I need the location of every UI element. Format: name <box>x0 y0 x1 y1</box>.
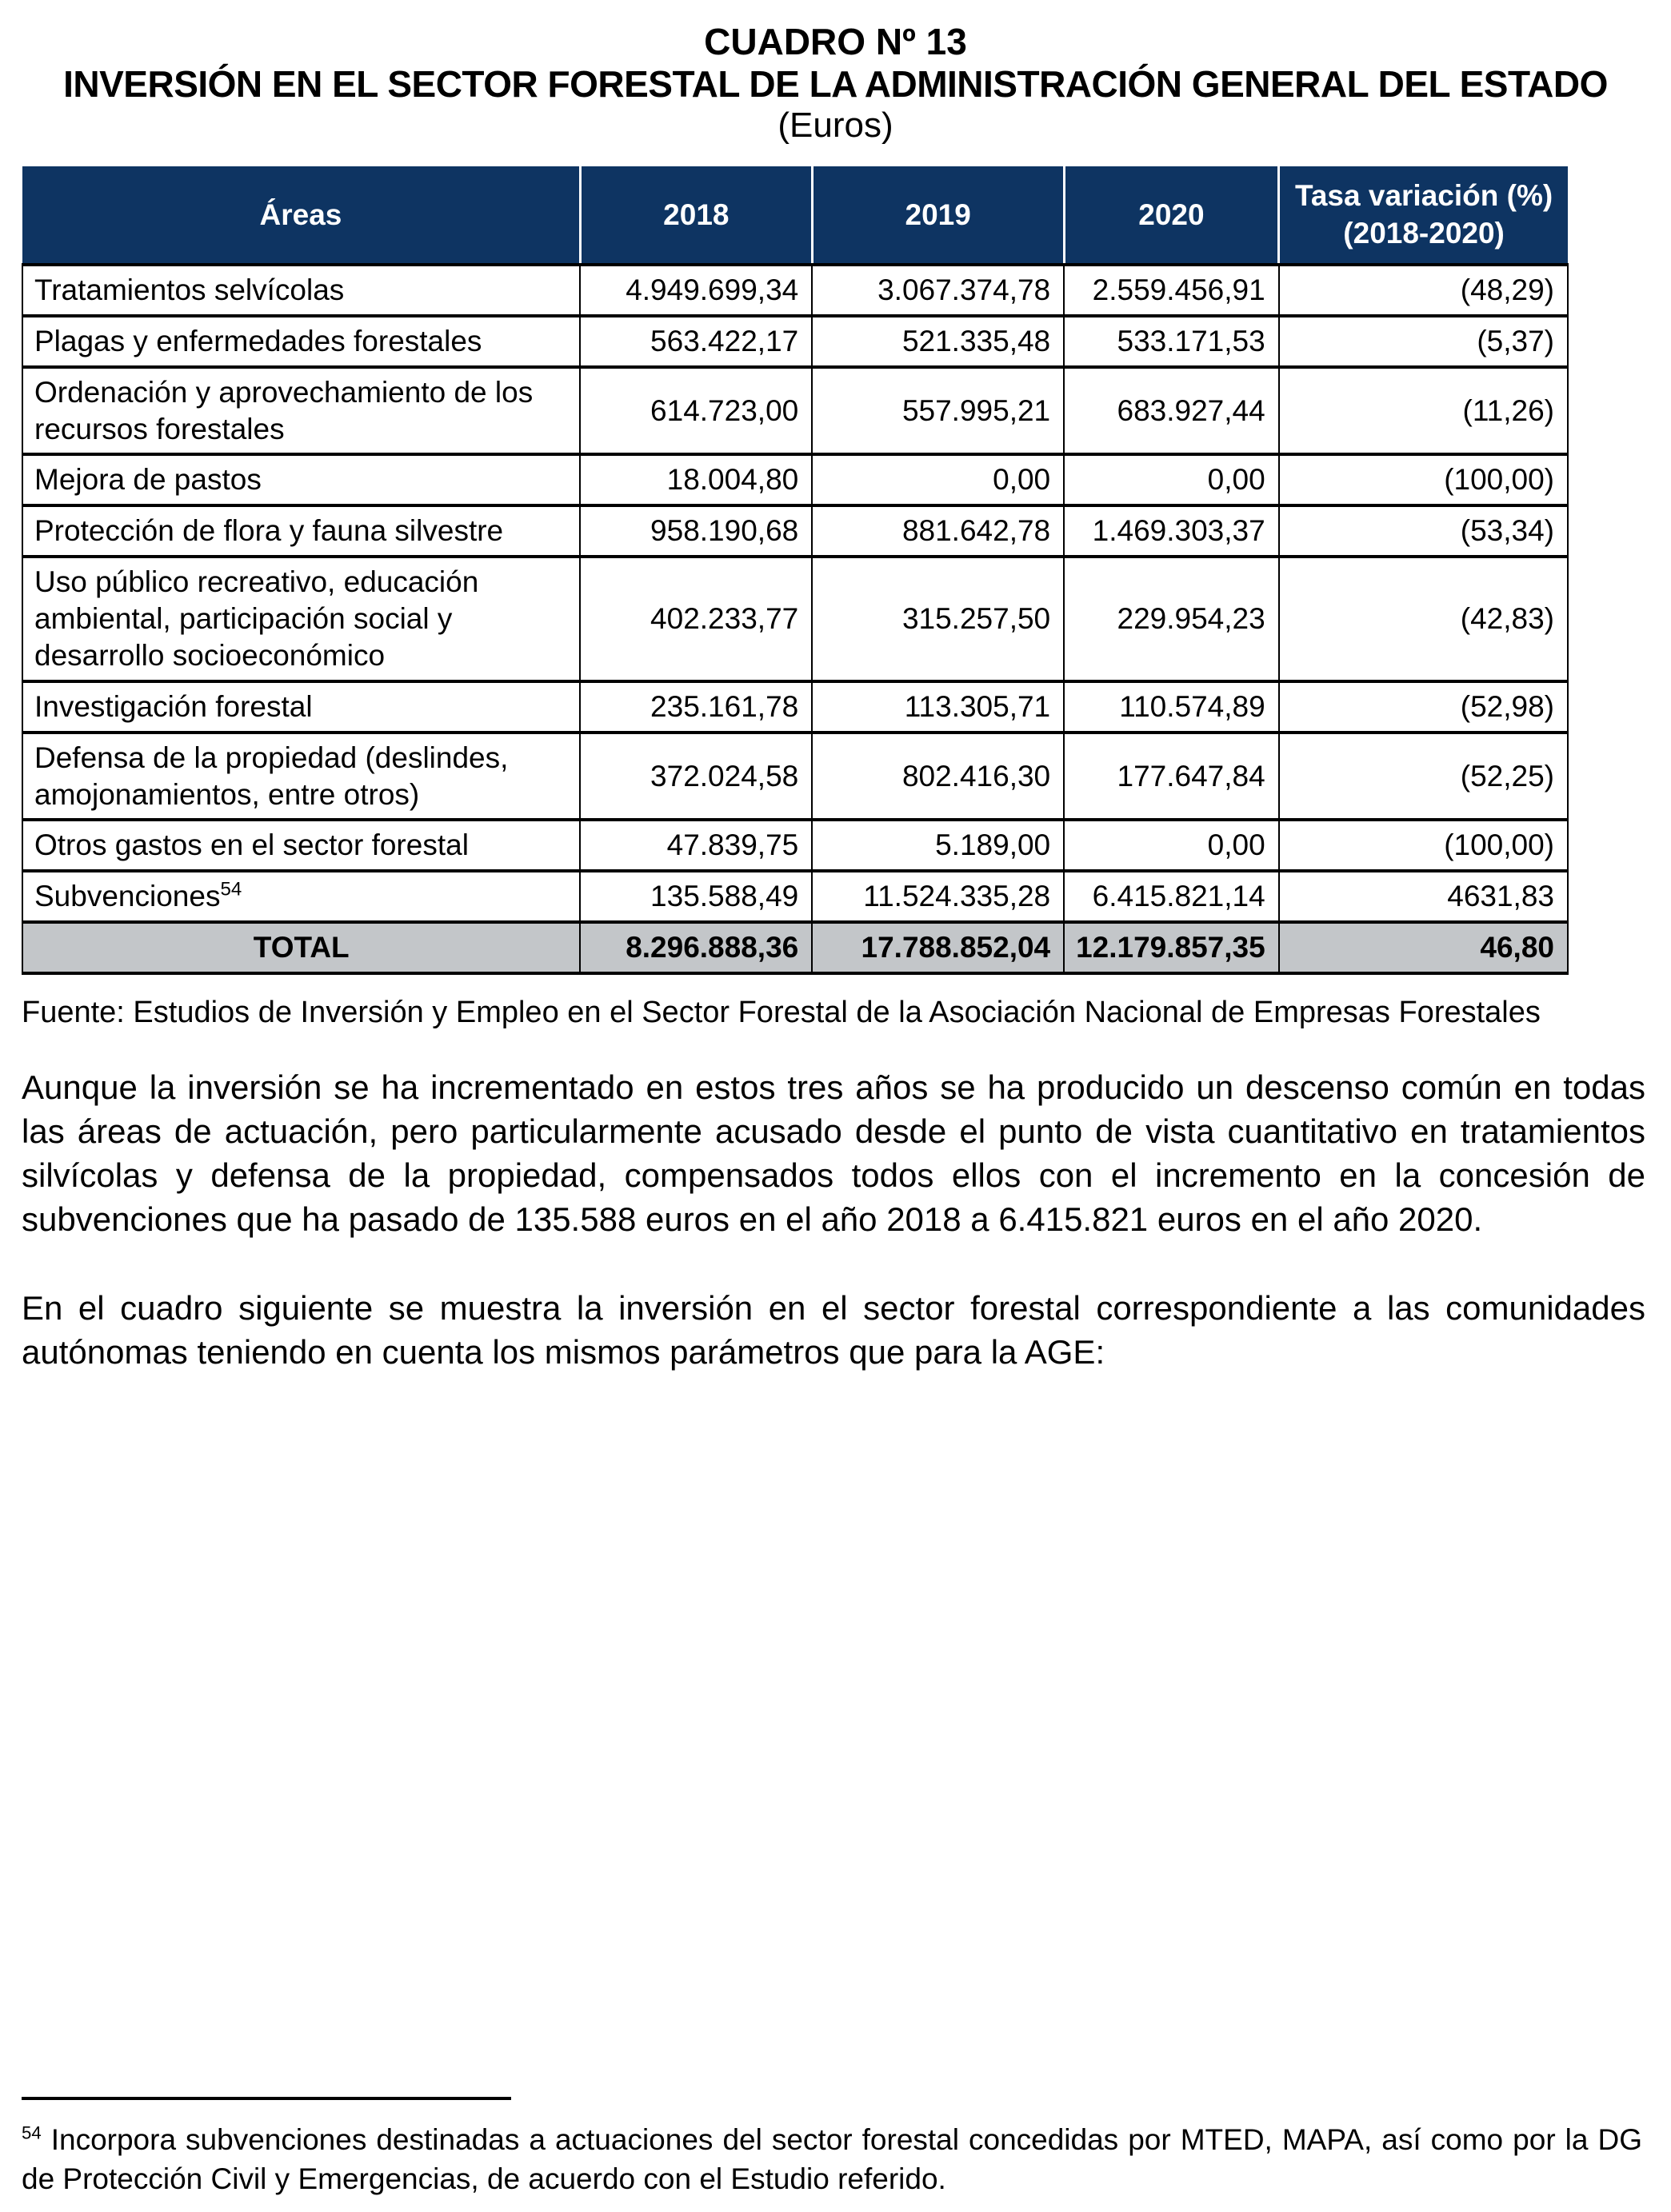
tasa-cell: (52,98) <box>1277 679 1569 734</box>
area-cell: Uso público recreativo, educación ambien… <box>21 555 582 683</box>
investment-table-wrapper: Áreas 2018 2019 2020 Tasa variación (%) … <box>21 166 1671 975</box>
value-2018-cell: 235.161,78 <box>579 679 814 734</box>
tasa-cell: (52,25) <box>1277 730 1569 822</box>
value-2019-cell: 802.416,30 <box>811 730 1065 822</box>
header-tasa-line1: Tasa variación (%) <box>1295 179 1553 213</box>
tasa-cell: (11,26) <box>1277 365 1569 457</box>
total-label-cell: TOTAL <box>21 920 582 975</box>
table-row: Mejora de pastos 18.004,80 0,00 0,00 (10… <box>21 453 1569 508</box>
table-row: Investigación forestal 235.161,78 113.30… <box>21 679 1569 734</box>
tasa-cell: (100,00) <box>1277 453 1569 508</box>
footnote-separator <box>22 2097 511 2101</box>
area-cell: Ordenación y aprovechamiento de los recu… <box>21 365 582 457</box>
value-2018-cell: 614.723,00 <box>579 365 814 457</box>
header-tasa-line2: (2018-2020) <box>1343 216 1505 250</box>
table-body: Tratamientos selvícolas 4.949.699,34 3.0… <box>21 262 1569 975</box>
value-2020-cell: 533.171,53 <box>1063 313 1280 369</box>
table-row: Otros gastos en el sector forestal 47.83… <box>21 818 1569 873</box>
title-block: CUADRO Nº 13 INVERSIÓN EN EL SECTOR FORE… <box>0 0 1671 146</box>
value-2018-cell: 372.024,58 <box>579 730 814 822</box>
table-row: Plagas y enfermedades forestales 563.422… <box>21 313 1569 369</box>
footnote-block: 54 Incorpora subvenciones destinadas a a… <box>22 2097 1642 2199</box>
value-2020-cell: 683.927,44 <box>1063 365 1280 457</box>
area-cell: Mejora de pastos <box>21 453 582 508</box>
area-cell: Tratamientos selvícolas <box>21 262 582 317</box>
total-tasa-cell: 46,80 <box>1277 920 1569 975</box>
value-2018-cell: 958.190,68 <box>579 504 814 559</box>
value-2019-cell: 11.524.335,28 <box>811 869 1065 924</box>
value-2019-cell: 315.257,50 <box>811 555 1065 683</box>
area-cell: Subvenciones54 <box>21 869 582 924</box>
table-row: Defensa de la propiedad (deslindes, amoj… <box>21 730 1569 822</box>
table-row: Tratamientos selvícolas 4.949.699,34 3.0… <box>21 262 1569 317</box>
value-2019-cell: 0,00 <box>811 453 1065 508</box>
area-cell: Protección de flora y fauna silvestre <box>21 504 582 559</box>
table-source-note: Fuente: Estudios de Inversión y Empleo e… <box>22 996 1541 1029</box>
value-2019-cell: 881.642,78 <box>811 504 1065 559</box>
header-2018: 2018 <box>578 166 814 265</box>
footnote-marker: 54 <box>22 2123 42 2144</box>
table-header: Áreas 2018 2019 2020 Tasa variación (%) … <box>22 166 1568 265</box>
total-2019-cell: 17.788.852,04 <box>811 920 1065 975</box>
value-2018-cell: 47.839,75 <box>579 818 814 873</box>
footnote-reference-54: 54 <box>220 878 242 900</box>
value-2020-cell: 1.469.303,37 <box>1063 504 1280 559</box>
value-2018-cell: 402.233,77 <box>579 555 814 683</box>
total-2020-cell: 12.179.857,35 <box>1063 920 1280 975</box>
paragraph-next-table-intro: En el cuadro siguiente se muestra la inv… <box>22 1289 1645 1372</box>
investment-table: Áreas 2018 2019 2020 Tasa variación (%) … <box>21 166 1569 975</box>
tasa-cell: (100,00) <box>1277 818 1569 873</box>
tasa-cell: (48,29) <box>1277 262 1569 317</box>
value-2020-cell: 0,00 <box>1063 818 1280 873</box>
table-row: Uso público recreativo, educación ambien… <box>21 555 1569 683</box>
tasa-cell: (5,37) <box>1277 313 1569 369</box>
body-text: Aunque la inversión se ha incrementado e… <box>22 1065 1645 1374</box>
area-cell: Plagas y enfermedades forestales <box>21 313 582 369</box>
value-2018-cell: 18.004,80 <box>579 453 814 508</box>
header-areas: Áreas <box>22 166 582 265</box>
area-cell: Investigación forestal <box>21 679 582 734</box>
area-label: Subvenciones <box>34 880 221 913</box>
value-2019-cell: 3.067.374,78 <box>811 262 1065 317</box>
value-2018-cell: 4.949.699,34 <box>579 262 814 317</box>
total-row: TOTAL 8.296.888,36 17.788.852,04 12.179.… <box>21 920 1569 975</box>
value-2019-cell: 557.995,21 <box>811 365 1065 457</box>
tasa-cell: 4631,83 <box>1277 869 1569 924</box>
header-tasa-variacion: Tasa variación (%) (2018-2020) <box>1277 166 1568 265</box>
footnote-content: Incorpora subvenciones destinadas a actu… <box>22 2123 1642 2196</box>
header-row: Áreas 2018 2019 2020 Tasa variación (%) … <box>22 166 1568 265</box>
header-2019: 2019 <box>810 166 1065 265</box>
value-2018-cell: 563.422,17 <box>579 313 814 369</box>
value-2019-cell: 5.189,00 <box>811 818 1065 873</box>
value-2019-cell: 113.305,71 <box>811 679 1065 734</box>
table-row-subvenciones: Subvenciones54 135.588,49 11.524.335,28 … <box>21 869 1569 924</box>
table-main-title: INVERSIÓN EN EL SECTOR FORESTAL DE LA AD… <box>63 62 1608 105</box>
area-cell: Defensa de la propiedad (deslindes, amoj… <box>21 730 582 822</box>
value-2019-cell: 521.335,48 <box>811 313 1065 369</box>
tasa-cell: (42,83) <box>1277 555 1569 683</box>
value-2020-cell: 110.574,89 <box>1063 679 1280 734</box>
value-2020-cell: 177.647,84 <box>1063 730 1280 822</box>
footnote-54: 54 Incorpora subvenciones destinadas a a… <box>22 2121 1642 2199</box>
table-row: Ordenación y aprovechamiento de los recu… <box>21 365 1569 457</box>
value-2020-cell: 2.559.456,91 <box>1063 262 1280 317</box>
table-number-title: CUADRO Nº 13 <box>704 21 967 62</box>
value-2018-cell: 135.588,49 <box>579 869 814 924</box>
value-2020-cell: 6.415.821,14 <box>1063 869 1280 924</box>
paragraph-investment-analysis: Aunque la inversión se ha incrementado e… <box>22 1068 1645 1239</box>
area-cell: Otros gastos en el sector forestal <box>21 818 582 873</box>
total-2018-cell: 8.296.888,36 <box>579 920 814 975</box>
table-units-subtitle: (Euros) <box>778 105 893 145</box>
tasa-cell: (53,34) <box>1277 504 1569 559</box>
header-2020: 2020 <box>1062 166 1281 265</box>
table-row: Protección de flora y fauna silvestre 95… <box>21 504 1569 559</box>
value-2020-cell: 229.954,23 <box>1063 555 1280 683</box>
value-2020-cell: 0,00 <box>1063 453 1280 508</box>
